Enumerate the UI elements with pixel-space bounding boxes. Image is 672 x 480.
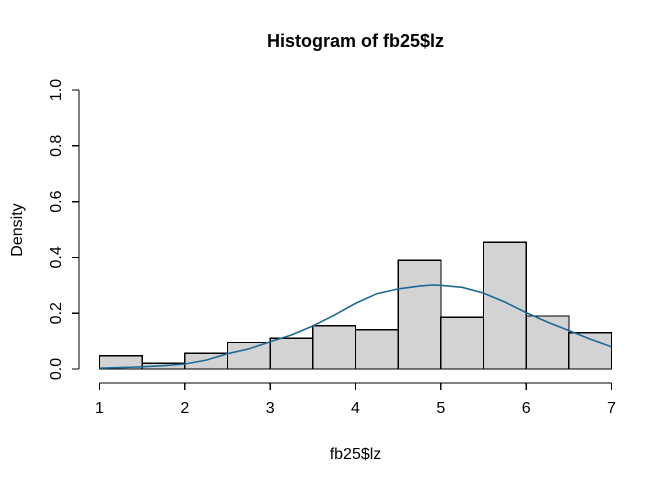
- histogram-bar: [226, 341, 271, 370]
- histogram-bar: [482, 241, 527, 370]
- y-tick-label: 0.4: [48, 246, 65, 268]
- x-tick-label: 5: [436, 400, 445, 417]
- y-tick-label: 1.0: [48, 79, 65, 101]
- x-tick-label: 6: [522, 400, 531, 417]
- histogram-bar: [354, 329, 399, 370]
- x-tick-label: 1: [95, 400, 104, 417]
- histogram-bars: [98, 241, 613, 370]
- axes: 0.0 0.2 0.4 0.6 0.8 1.0 1 2 3 4 5 6 7: [48, 79, 616, 417]
- histogram-bar: [312, 325, 357, 370]
- x-tick-label: 7: [607, 400, 616, 417]
- chart-title: Histogram of fb25$lz: [266, 31, 445, 51]
- y-tick-label: 0.6: [48, 190, 65, 212]
- y-tick-label: 0.8: [48, 135, 65, 157]
- density-curve: [99, 284, 612, 369]
- histogram-bar: [269, 337, 314, 370]
- y-tick-label: 0.2: [48, 302, 65, 324]
- histogram-bar: [525, 315, 570, 370]
- histogram-bar: [440, 316, 485, 370]
- histogram-bar: [397, 259, 442, 370]
- x-axis-label: fb25$lz: [329, 446, 382, 463]
- y-tick-label: 0.0: [48, 358, 65, 380]
- density-curve-line: [99, 284, 612, 369]
- x-tick-label: 4: [351, 400, 360, 417]
- x-tick-label: 3: [266, 400, 275, 417]
- histogram-bar: [98, 354, 143, 370]
- x-tick-label: 2: [180, 400, 189, 417]
- histogram-bar: [568, 332, 613, 370]
